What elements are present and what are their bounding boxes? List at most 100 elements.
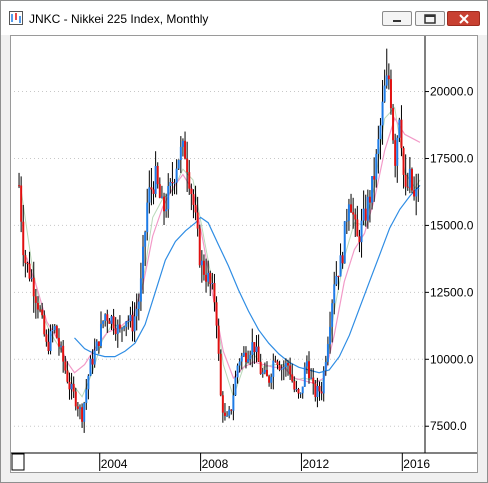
ohlc-bar-up — [137, 301, 140, 309]
ohlc-bar-up — [371, 176, 374, 203]
ohlc-bar-up — [207, 272, 210, 282]
ohlc-bar-down — [68, 381, 71, 390]
ohlc-bar-up — [408, 168, 411, 188]
ohlc-bar-down — [318, 385, 321, 392]
ohlc-bar-up — [169, 181, 172, 187]
ohlc-bar-down — [215, 302, 218, 326]
ohlc-bar-up — [310, 377, 313, 379]
ohlc-bar-up — [280, 368, 283, 370]
ohlc-bar-down — [219, 353, 222, 396]
ohlc-bar-down — [118, 324, 121, 329]
ohlc-bar-down — [36, 302, 39, 310]
ohlc-bar-up — [135, 308, 138, 317]
ohlc-bar-down — [28, 263, 31, 279]
ohlc-bar-up — [104, 314, 107, 322]
ohlc-bar-up — [133, 316, 136, 332]
ohlc-bar-down — [91, 358, 94, 365]
ohlc-bar-up — [301, 386, 304, 394]
time-scroll-handle[interactable] — [11, 453, 25, 471]
ohlc-bar-up — [247, 359, 250, 363]
ohlc-bar-down — [112, 316, 115, 329]
minimize-button[interactable] — [382, 11, 412, 26]
ohlc-bar-down — [194, 204, 197, 213]
ohlc-bar-up — [78, 407, 81, 409]
ohlc-bar-down — [257, 346, 260, 362]
ohlc-bar-down — [278, 365, 281, 370]
ohlc-bar-down — [373, 176, 376, 180]
ohlc-bar-up — [127, 321, 130, 323]
close-button[interactable] — [447, 11, 480, 26]
ohlc-bar-down — [268, 376, 271, 383]
ohlc-bar-down — [354, 214, 357, 220]
ohlc-bar-down — [114, 328, 117, 334]
ohlc-bar-up — [379, 125, 382, 140]
ohlc-bar-down — [265, 369, 268, 377]
ohlc-bar-down — [400, 119, 403, 149]
ohlc-bar-down — [163, 196, 166, 212]
ohlc-bar-up — [417, 188, 420, 190]
ohlc-bar-down — [213, 283, 216, 303]
ohlc-bar-down — [190, 188, 193, 195]
ohlc-bar-up — [415, 189, 418, 197]
restore-button[interactable] — [415, 11, 445, 26]
ohlc-bar-down — [188, 172, 191, 189]
restore-icon — [424, 13, 436, 24]
ohlc-bar-up — [381, 101, 384, 126]
ohlc-bar-down — [22, 221, 25, 256]
ohlc-bar-down — [337, 275, 340, 277]
ohlc-bar-down — [205, 274, 208, 282]
ohlc-bar-down — [57, 337, 60, 347]
ohlc-bar-down — [131, 314, 134, 332]
chart-area[interactable]: 7500.0 10000.0 12500.0 15000.0 17500.0 20000.… — [10, 35, 478, 473]
ohlc-bar-down — [186, 158, 189, 173]
ohlc-bar-down — [217, 325, 220, 354]
x-tick-label: 2004 — [101, 457, 128, 471]
price-chart[interactable]: 7500.0 10000.0 12500.0 15000.0 17500.0 20000.… — [11, 36, 477, 472]
ohlc-bar-down — [410, 168, 413, 191]
ohlc-bar-up — [284, 362, 287, 368]
ohlc-bar-down — [221, 395, 224, 413]
ohlc-bar-up — [360, 220, 363, 243]
x-tick-label: 2008 — [202, 457, 229, 471]
ohlc-bar-down — [66, 370, 69, 382]
ohlc-bar-down — [312, 377, 315, 384]
title-bar[interactable]: JNKC - Nikkei 225 Index, Monthly — [1, 1, 487, 35]
ohlc-bar-down — [202, 260, 205, 275]
ohlc-bar-up — [249, 354, 252, 360]
ohlc-bar-up — [95, 341, 98, 351]
ohlc-bar-down — [230, 409, 233, 411]
ohlc-bar-down — [223, 412, 226, 416]
ohlc-bar-up — [398, 119, 401, 138]
ohlc-bar-down — [152, 189, 155, 194]
x-tick-label: 2012 — [302, 457, 329, 471]
ohlc-bar-up — [60, 345, 63, 347]
ohlc-bar-down — [184, 140, 187, 159]
ohlc-bar-up — [339, 255, 342, 277]
y-tick-label: 10000.0 — [430, 352, 474, 366]
window-title: JNKC - Nikkei 225 Index, Monthly — [29, 12, 209, 26]
ohlc-bar-down — [244, 352, 247, 363]
ohlc-bar-down — [364, 208, 367, 221]
ohlc-bar-down — [198, 228, 201, 266]
ohlc-bar-down — [62, 345, 65, 362]
ohlc-bar-up — [70, 383, 73, 390]
ohlc-bar-down — [196, 212, 199, 229]
ohlc-bar-up — [53, 326, 56, 331]
ohlc-bar-up — [347, 204, 350, 221]
ohlc-bar-down — [81, 407, 84, 422]
x-tick-label: 2016 — [403, 457, 430, 471]
ohlc-bar-down — [97, 341, 100, 346]
ohlc-bar-down — [192, 194, 195, 205]
ohlc-bar-up — [329, 326, 332, 345]
ohlc-bar-down — [308, 361, 311, 379]
ohlc-bar-up — [362, 208, 365, 221]
ohlc-bar-up — [263, 369, 266, 373]
ohlc-bar-up — [375, 153, 378, 180]
ohlc-bar-up — [377, 139, 380, 154]
ohlc-bar-up — [345, 220, 348, 222]
ohlc-bar-down — [276, 361, 279, 366]
y-tick-label: 15000.0 — [430, 218, 474, 232]
ohlc-bar-up — [295, 389, 298, 391]
ohlc-bar-down — [39, 309, 42, 311]
ohlc-bar-up — [333, 284, 336, 304]
